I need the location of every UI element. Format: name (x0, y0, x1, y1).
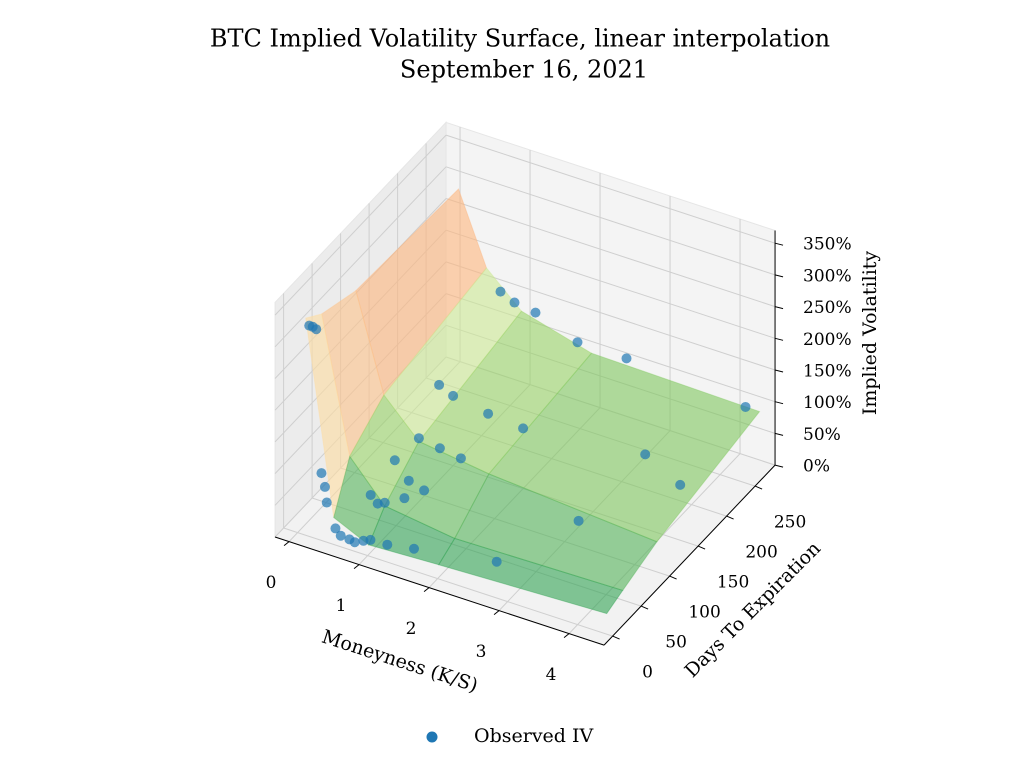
scatter-point (434, 379, 445, 390)
y-tick-label: 200 (745, 543, 777, 563)
x-tick-label: 2 (406, 619, 417, 639)
scatter-point (572, 337, 583, 348)
legend-label: Observed IV (474, 725, 594, 747)
z-tick (774, 306, 784, 310)
y-tick (612, 635, 620, 640)
y-tick-label: 250 (774, 513, 806, 533)
scatter-point (740, 401, 751, 412)
scatter-point (419, 485, 430, 496)
scatter-point (518, 423, 529, 434)
grid-line (274, 134, 447, 316)
scatter-point (448, 390, 459, 401)
scatter-point (621, 353, 632, 364)
y-tick-label: 150 (717, 573, 749, 593)
scatter-point (365, 534, 376, 545)
x-tick-label: 1 (336, 596, 347, 616)
z-tick-label: 50% (803, 425, 841, 445)
y-tick (669, 575, 677, 580)
z-tick (774, 401, 784, 405)
chart-subtitle: September 16, 2021 (400, 56, 648, 84)
grid-line (445, 134, 776, 244)
y-tick (697, 545, 706, 550)
scatter-point (349, 537, 360, 548)
scatter-point (403, 475, 414, 486)
z-tick (774, 242, 784, 246)
z-tick-label: 100% (803, 393, 852, 413)
y-tick (754, 485, 763, 490)
scatter-point (509, 297, 520, 308)
scatter-point (495, 286, 506, 297)
scatter-point (321, 497, 332, 508)
x-axis-label: Moneyness (K/S) (319, 626, 480, 697)
z-tick-label: 0% (803, 457, 830, 477)
scatter-point (675, 479, 686, 490)
z-tick (774, 464, 784, 468)
axis-line (603, 464, 776, 646)
z-tick-label: 150% (803, 362, 852, 382)
z-tick (774, 274, 784, 278)
scatter-point (316, 468, 327, 479)
grid-line (445, 261, 776, 371)
y-tick (640, 605, 649, 610)
x-tick (283, 541, 290, 546)
x-tick-label: 0 (266, 573, 277, 593)
grid-line (283, 527, 613, 637)
scatter-point (413, 433, 424, 444)
scatter-point (573, 515, 584, 526)
y-tick-label: 0 (642, 663, 653, 683)
z-tick-label: 350% (803, 235, 852, 255)
scatter-point (379, 497, 390, 508)
grid-line (274, 166, 447, 348)
grid-line (445, 229, 776, 339)
scatter-point (335, 530, 346, 541)
z-tick-label: 300% (803, 266, 852, 286)
z-axis-label: Implied Volatility (859, 251, 881, 416)
x-tick-label: 4 (546, 665, 557, 685)
z-tick (774, 369, 784, 373)
y-tick-label: 100 (688, 603, 720, 623)
x-tick (563, 633, 570, 638)
y-tick (726, 515, 734, 520)
scatter-point (330, 523, 341, 534)
surface-patch (437, 537, 624, 615)
chart-title: BTC Implied Volatility Surface, linear i… (210, 25, 830, 53)
scatter-point (389, 455, 400, 466)
z-tick (774, 432, 784, 436)
x-tick (353, 564, 360, 569)
y-tick-label: 50 (665, 633, 687, 653)
z-tick (774, 337, 784, 341)
scatter-point (491, 556, 502, 567)
scatter-point (365, 489, 376, 500)
scatter-point (382, 539, 393, 550)
scatter-point (399, 493, 410, 504)
x-tick (423, 587, 430, 592)
z-tick-label: 200% (803, 330, 852, 350)
scatter-point (640, 449, 651, 460)
z-tick-label: 250% (803, 298, 852, 318)
x-tick (493, 610, 500, 615)
scatter-point (455, 453, 466, 464)
scatter-point (319, 481, 330, 492)
scatter-point (434, 443, 445, 454)
scatter-point (530, 307, 541, 318)
grid-line (445, 166, 776, 276)
scatter-point (409, 543, 419, 554)
axis-line (274, 536, 605, 646)
scatter-point (311, 324, 322, 335)
scatter-point (483, 408, 494, 419)
legend-marker (426, 731, 438, 743)
grid-line (445, 198, 776, 308)
x-tick-label: 3 (476, 642, 487, 662)
